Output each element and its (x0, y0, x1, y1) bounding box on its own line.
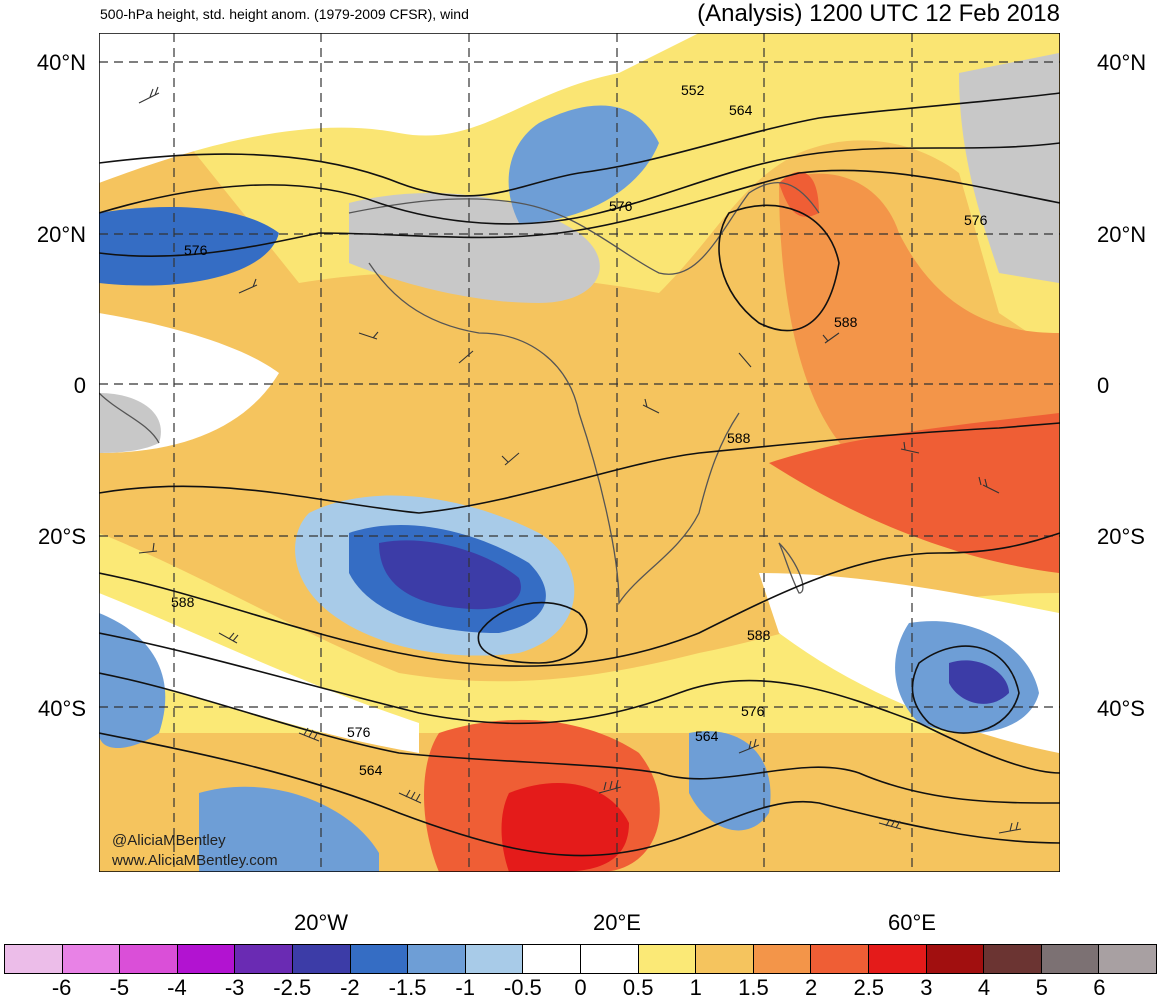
colorbar-swatch (523, 945, 581, 973)
credit-handle: @AliciaMBentley (112, 832, 226, 849)
map-canvas: 552 564 576 576 576 588 588 588 588 576 … (99, 33, 1060, 872)
colorbar-swatch (235, 945, 293, 973)
contour-label-576-west: 576 (184, 242, 208, 258)
colorbar-swatch (753, 945, 812, 973)
colorbar-swatch (1099, 945, 1156, 973)
colorbar-label: -1.5 (388, 975, 427, 1000)
height-contours (99, 92, 1060, 857)
wind-barbs (138, 86, 1022, 834)
lon-label-60e: 60°E (888, 910, 936, 935)
anomaly-zone-blue-southern-ocean-sw (199, 786, 379, 872)
anomaly-zone-deepred-south-high (501, 783, 629, 872)
colorbar-swatch (926, 945, 985, 973)
lat-label-eq: 0 (73, 373, 86, 398)
contour-label-552: 552 (681, 82, 705, 98)
colorbar-swatch (120, 945, 178, 973)
colorbar-label: -0.5 (503, 975, 542, 1000)
lon-label-20w: 20°W (293, 910, 349, 935)
anomaly-zone-blue-south-mid (689, 731, 771, 831)
lat-label-40s-right: 40°S (1097, 696, 1145, 721)
lat-label-20n: 20°N (36, 222, 86, 247)
lat-label-40s: 40°S (38, 696, 86, 721)
anomaly-zone-blue-southern-indian-core (949, 660, 1009, 704)
contour-labels: 552 564 576 576 576 588 588 588 588 576 … (171, 82, 988, 778)
lat-lon-grid (99, 33, 1060, 872)
anomaly-zone-blue-med (508, 105, 659, 223)
anomaly-zone-gray-land-ne (959, 53, 1059, 283)
anomaly-zone-gray-land-sa (99, 393, 161, 453)
header-left-title: 500-hPa height, std. height anom. (1979-… (100, 6, 469, 22)
lat-label-20s-right: 20°S (1097, 524, 1145, 549)
anomaly-zone-blue3-atlantic-low (379, 540, 521, 610)
colorbar-swatch (465, 945, 524, 973)
lon-label-20e: 20°E (593, 910, 641, 935)
lat-label-40n-right: 40°N (1097, 50, 1147, 75)
colorbar-label: -3 (224, 975, 245, 1000)
contour-label-588-central: 588 (727, 430, 751, 446)
lat-label-20n-right: 20°N (1097, 222, 1147, 247)
anomaly-zone-white-south (99, 573, 1059, 753)
colorbar-swatch (62, 945, 121, 973)
colorbar-swatch (580, 945, 639, 973)
colorbar-label: 1.5 (738, 975, 769, 1000)
colorbar-label: 3 (920, 975, 933, 1000)
colorbar-label: 5 (1035, 975, 1048, 1000)
contour-label-564-north: 564 (729, 102, 753, 118)
contour-label-588-south: 588 (747, 627, 771, 643)
colorbar-swatch (638, 945, 697, 973)
colorbar-swatch (696, 945, 754, 973)
lat-label-40n: 40°N (36, 50, 86, 75)
coastlines (99, 182, 820, 606)
contour-label-588-east: 588 (834, 314, 858, 330)
contour-label-564-south: 564 (359, 762, 383, 778)
contour-label-576-south: 576 (347, 724, 371, 740)
anomaly-zone-red-east (769, 171, 1059, 573)
lat-label-eq-right: 0 (1097, 373, 1110, 398)
colorbar-label: 2.5 (853, 975, 885, 1000)
colorbar-label: -2 (340, 975, 360, 1000)
contour-label-576-ne: 576 (964, 212, 988, 228)
header-right-title: (Analysis) 1200 UTC 12 Feb 2018 (697, 0, 1060, 27)
anomaly-zone-yellow-south (99, 533, 1059, 733)
contour-label-588-west: 588 (171, 594, 195, 610)
anomaly-zone-white-north (99, 33, 699, 183)
colorbar-swatch (408, 945, 466, 973)
colorbar-label: 0.5 (622, 975, 654, 1000)
contour-label-564-southeast: 564 (695, 728, 719, 744)
colorbar-swatch (5, 945, 63, 973)
colorbar-label: -1 (455, 975, 475, 1000)
colorbar-label: 6 (1093, 975, 1106, 1000)
contour-label-576-north: 576 (609, 198, 633, 214)
contour-label-576-southeast: 576 (741, 703, 765, 719)
colorbar-swatch (350, 945, 409, 973)
credit-site: www.AliciaMBentley.com (112, 852, 278, 869)
colorbar-swatch (292, 945, 351, 973)
colorbar-label: -2.5 (273, 975, 312, 1000)
colorbar-label: 2 (804, 975, 818, 1000)
colorbar-label: -6 (51, 975, 72, 1000)
colorbar-swatch (811, 945, 869, 973)
colorbar (4, 944, 1157, 974)
colorbar-label: 1 (689, 975, 702, 1000)
colorbar-swatch (984, 945, 1042, 973)
colorbar-label: -5 (109, 975, 130, 1000)
lat-label-20s: 20°S (38, 524, 86, 549)
colorbar-label: 0 (574, 975, 587, 1000)
colorbar-label: -4 (167, 975, 187, 1000)
colorbar-swatch (177, 945, 236, 973)
colorbar-swatch (868, 945, 927, 973)
colorbar-swatch (1041, 945, 1100, 973)
anomaly-zone-blue-north-atlantic (99, 207, 279, 286)
colorbar-label: 4 (977, 975, 991, 1000)
